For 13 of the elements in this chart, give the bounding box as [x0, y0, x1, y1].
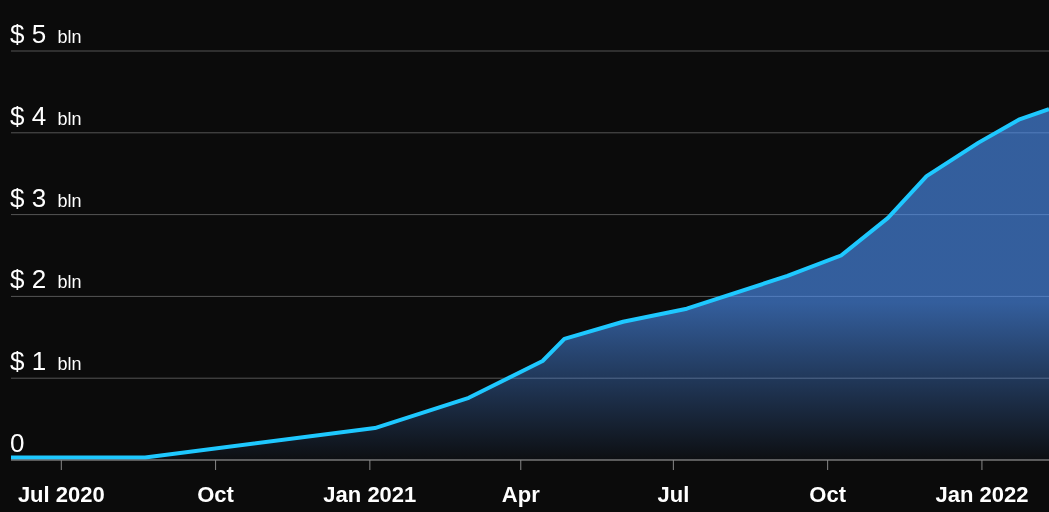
x-tick-label: Jan 2022: [935, 481, 1029, 507]
y-tick-label: $ 4 bln: [10, 100, 82, 131]
y-tick-label: $ 5 bln: [10, 19, 82, 49]
y-tick-label: $ 3 bln: [10, 182, 82, 213]
x-tick-label: Apr: [501, 481, 541, 507]
y-tick-label: $ 1 bln: [10, 346, 82, 377]
x-tick-label: Oct: [809, 481, 847, 507]
x-tick-label: Jul: [657, 481, 690, 507]
x-tick-label: Jul 2020: [17, 481, 105, 507]
y-tick-label: 0: [10, 428, 25, 458]
x-tick-label: Oct: [197, 481, 235, 507]
y-tick-label: $ 2 bln: [10, 264, 82, 295]
x-tick-label: Jan 2021: [323, 481, 417, 507]
